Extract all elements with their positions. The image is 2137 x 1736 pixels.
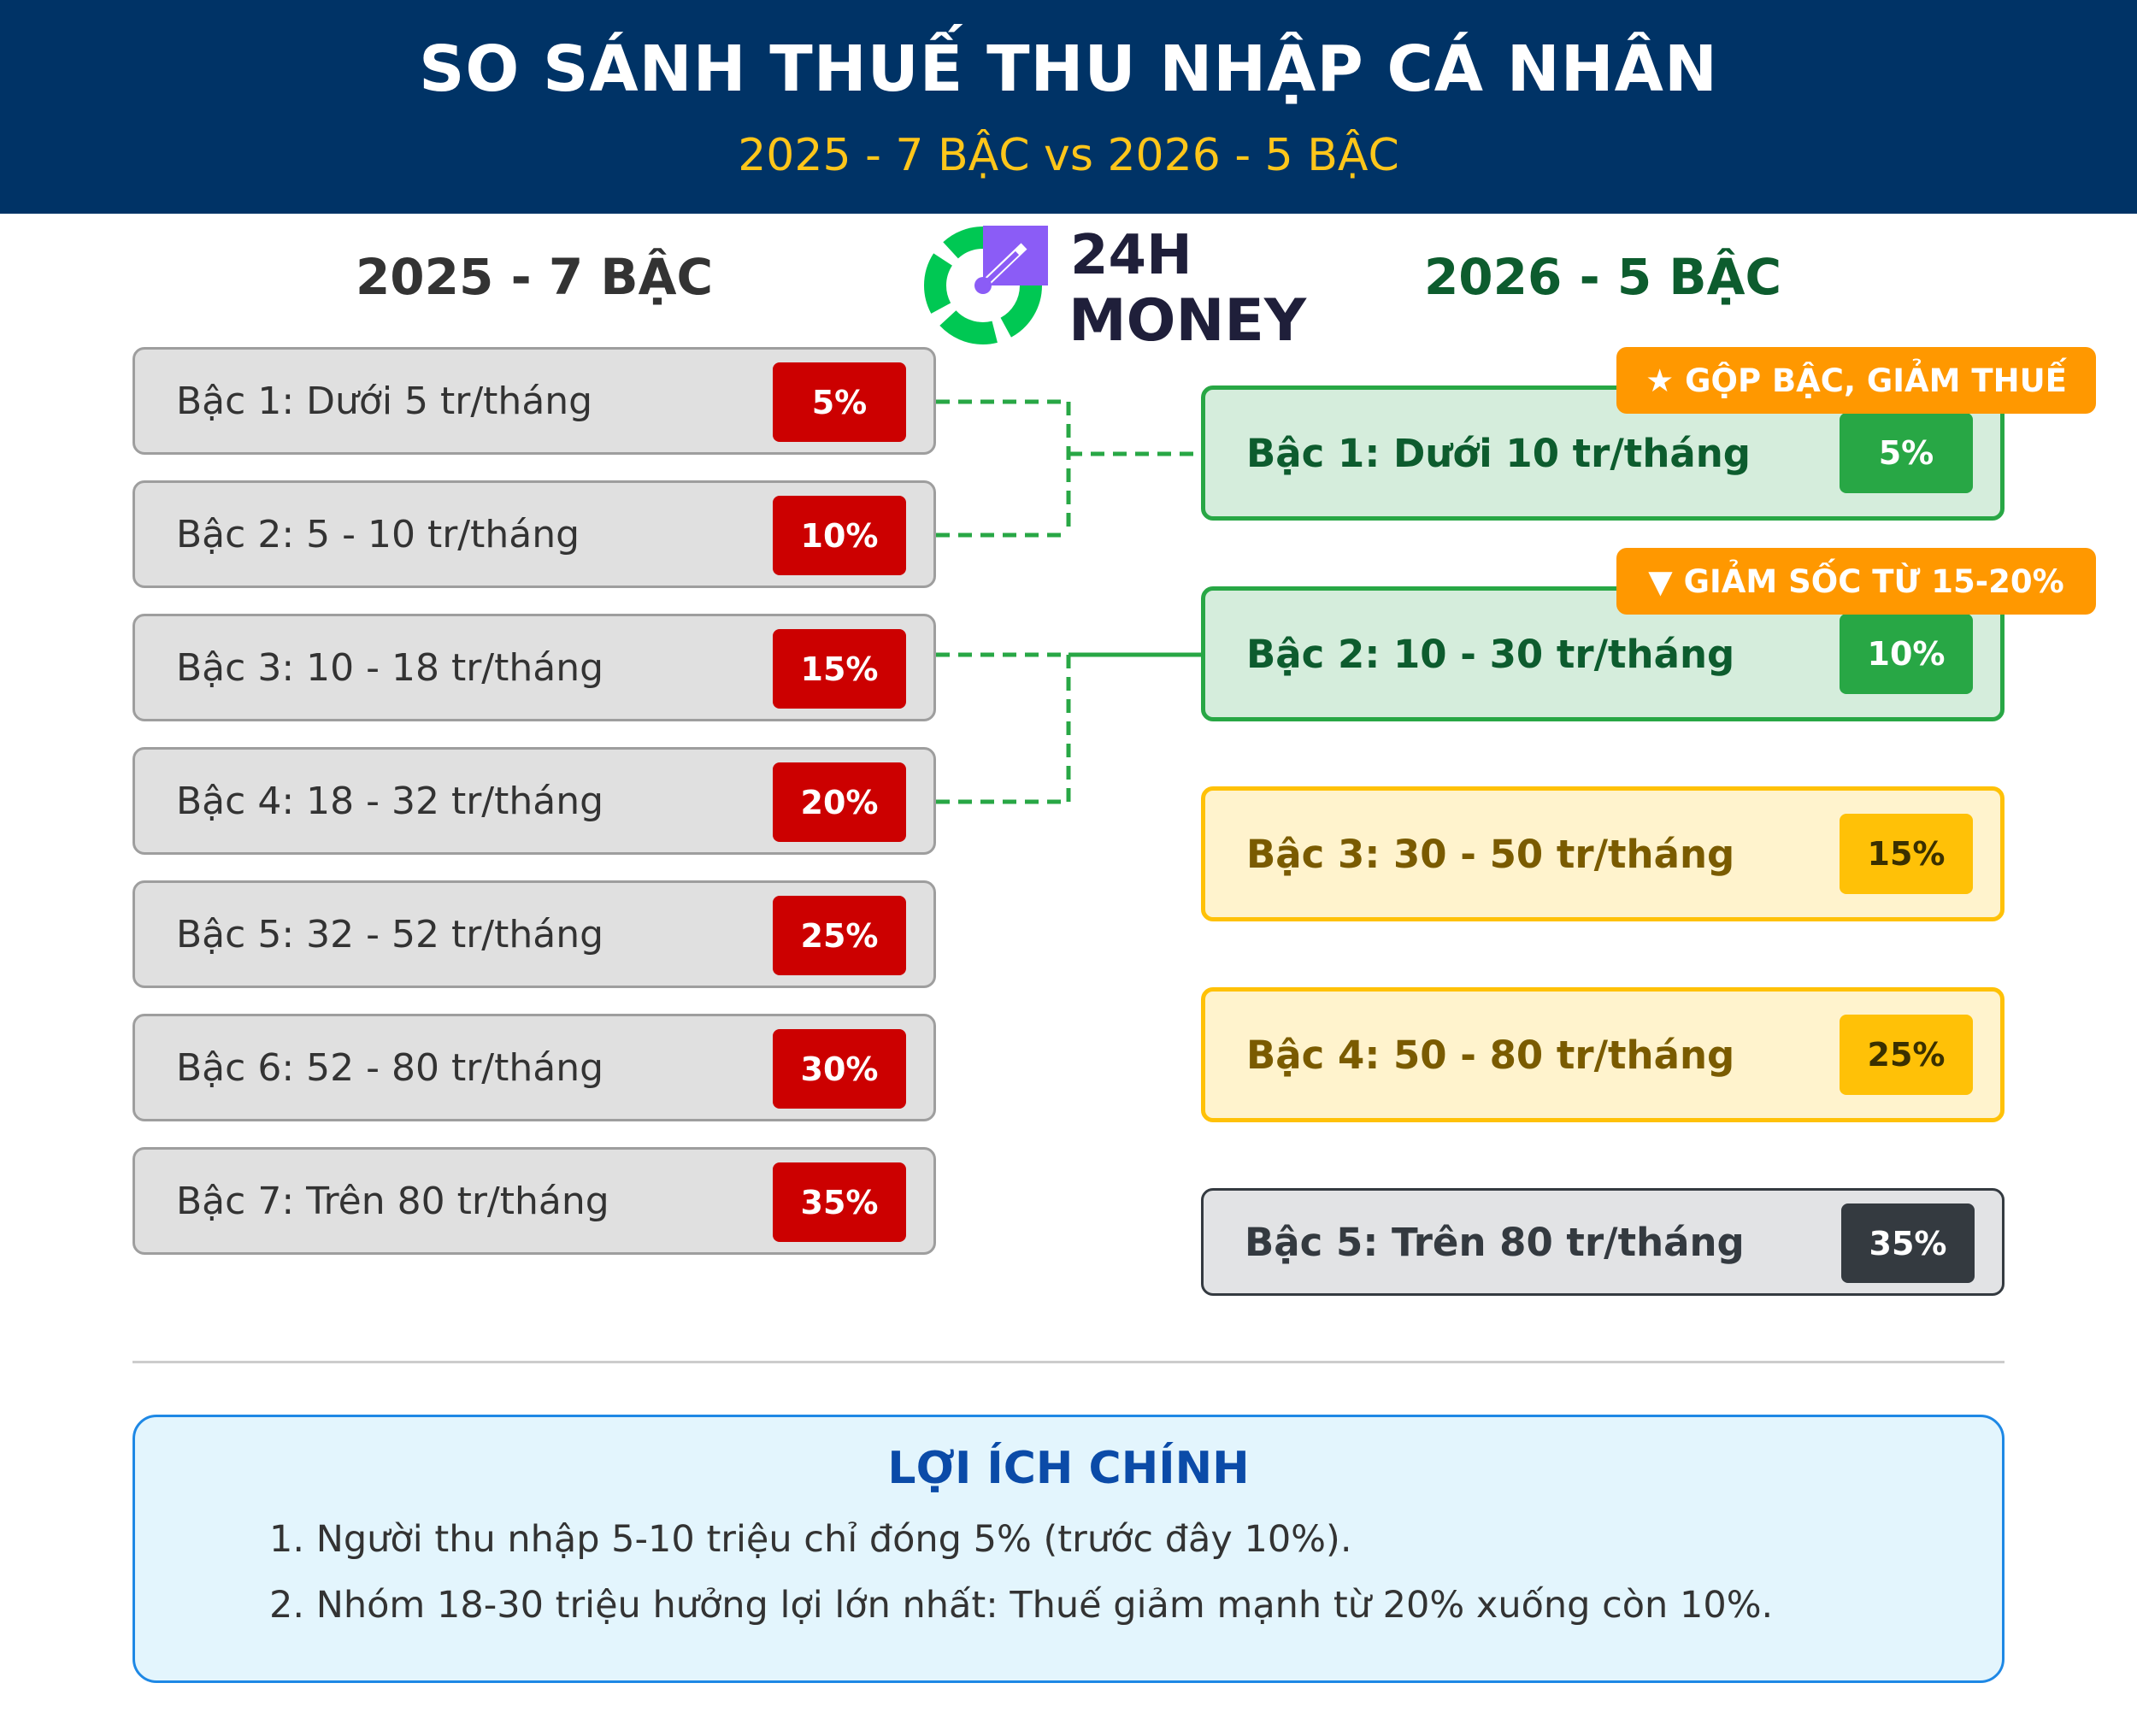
old-rate-badge: 25% [773,896,906,975]
new-rate-badge: 15% [1840,814,1973,894]
shock-reduction-tag: ▼ GIẢM SỐC TỪ 15-20% [1616,548,2096,615]
new-bracket-label: Bậc 5: Trên 80 tr/tháng [1245,1219,1745,1265]
old-rate-badge: 5% [773,362,906,442]
page-subtitle: 2025 - 7 BẬC vs 2026 - 5 BẬC [738,130,1399,181]
new-bracket-5: Bậc 5: Trên 80 tr/tháng 35% [1201,1188,2005,1296]
benefits-panel: LỢI ÍCH CHÍNH 1. Người thu nhập 5-10 tri… [132,1415,2005,1683]
old-bracket-label: Bậc 7: Trên 80 tr/tháng [176,1179,609,1223]
header-banner: SO SÁNH THUẾ THU NHẬP CÁ NHÂN 2025 - 7 B… [0,0,2137,214]
new-rate-badge: 35% [1841,1203,1975,1283]
new-bracket-label: Bậc 2: 10 - 30 tr/tháng [1246,631,1735,677]
old-bracket-label: Bậc 5: 32 - 52 tr/tháng [176,912,604,956]
benefits-title: LỢI ÍCH CHÍNH [887,1443,1250,1494]
old-bracket-1: Bậc 1: Dưới 5 tr/tháng 5% [132,347,936,455]
right-column-title: 2026 - 5 BẬC [1423,248,1782,306]
benefit-item-2: 2. Nhóm 18-30 triệu hưởng lợi lớn nhất: … [269,1584,1774,1627]
old-bracket-3: Bậc 3: 10 - 18 tr/tháng 15% [132,614,936,721]
brand-logo: 24H MONEY [924,224,1307,349]
new-bracket-4: Bậc 4: 50 - 80 tr/tháng 25% [1201,987,2005,1122]
old-bracket-7: Bậc 7: Trên 80 tr/tháng 35% [132,1147,936,1255]
old-bracket-label: Bậc 4: 18 - 32 tr/tháng [176,779,604,823]
old-rate-badge: 20% [773,762,906,842]
new-bracket-label: Bậc 4: 50 - 80 tr/tháng [1246,1032,1735,1078]
old-rate-badge: 10% [773,496,906,575]
old-bracket-label: Bậc 2: 5 - 10 tr/tháng [176,512,580,556]
new-bracket-3: Bậc 3: 30 - 50 tr/tháng 15% [1201,786,2005,921]
old-bracket-5: Bậc 5: 32 - 52 tr/tháng 25% [132,880,936,988]
page-title: SO SÁNH THUẾ THU NHẬP CÁ NHÂN [419,32,1718,106]
new-rate-badge: 25% [1840,1015,1973,1095]
new-rate-badge: 5% [1840,413,1973,493]
merge-tag: ★ GỘP BẬC, GIẢM THUẾ [1616,347,2096,414]
benefit-item-1: 1. Người thu nhập 5-10 triệu chỉ đóng 5%… [269,1518,1352,1561]
new-bracket-label: Bậc 1: Dưới 10 tr/tháng [1246,430,1751,476]
new-bracket-label: Bậc 3: 30 - 50 tr/tháng [1246,831,1735,877]
old-rate-badge: 30% [773,1029,906,1109]
new-rate-badge: 10% [1840,614,1973,694]
logo-text-bottom: MONEY [1068,287,1307,349]
old-bracket-label: Bậc 6: 52 - 80 tr/tháng [176,1045,604,1090]
old-rate-badge: 35% [773,1162,906,1242]
left-column-title: 2025 - 7 BẬC [355,248,714,306]
section-divider [132,1361,2005,1363]
old-bracket-label: Bậc 3: 10 - 18 tr/tháng [176,645,604,690]
new-bracket-1: Bậc 1: Dưới 10 tr/tháng 5% [1201,385,2005,521]
old-bracket-4: Bậc 4: 18 - 32 tr/tháng 20% [132,747,936,855]
old-bracket-2: Bậc 2: 5 - 10 tr/tháng 10% [132,480,936,588]
old-rate-badge: 15% [773,629,906,709]
logo-text-top: 24H [1070,224,1192,287]
old-bracket-6: Bậc 6: 52 - 80 tr/tháng 30% [132,1014,936,1121]
old-bracket-label: Bậc 1: Dưới 5 tr/tháng [176,379,593,423]
